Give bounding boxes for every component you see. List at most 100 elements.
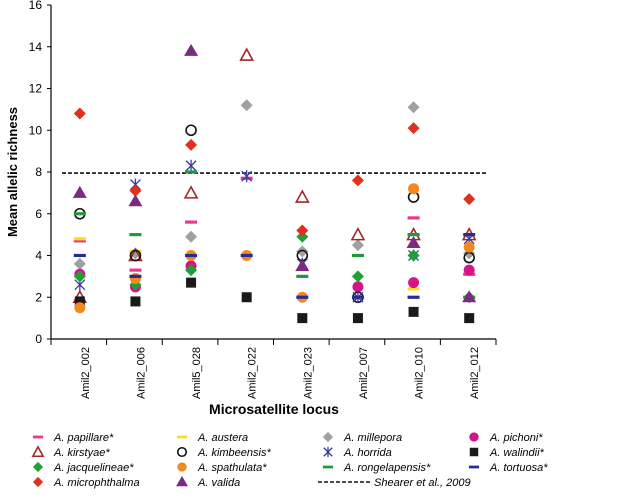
legend-item: A. pichoni* (469, 432, 543, 444)
legend-item: A. kirstyae* (31, 445, 110, 459)
data-point (352, 313, 363, 324)
data-point (186, 277, 197, 288)
data-point (351, 295, 364, 299)
y-tick-label: 0 (35, 332, 42, 346)
data-point (74, 296, 85, 307)
legend-item: A. papillare* (32, 432, 114, 444)
y-tick-label: 10 (29, 123, 43, 137)
x-tick-label: Amil2_006 (135, 347, 147, 399)
data-point (408, 306, 419, 317)
legend-item: A. tortuosa* (468, 462, 548, 474)
data-point (351, 270, 364, 283)
data-point (185, 124, 197, 137)
legend-item: A. valida (176, 476, 240, 489)
x-tick-label: Amil2_007 (358, 347, 370, 399)
data-point (73, 239, 86, 243)
data-point (241, 170, 253, 183)
series-a-microphthalma (73, 107, 476, 237)
legend-label: A. papillare* (53, 432, 114, 444)
data-point (129, 184, 142, 197)
legend-item: A. horrida (323, 446, 392, 459)
legend-label: A. jacquelineae* (53, 462, 134, 474)
data-point (73, 237, 86, 241)
data-point (462, 290, 477, 303)
data-point (350, 226, 366, 241)
legend-label: A. spathulata* (197, 462, 267, 474)
legend-item: A. millepora (322, 431, 402, 444)
data-point (185, 170, 198, 174)
legend-label: A. pichoni* (489, 432, 543, 444)
series-a-austera (73, 237, 420, 291)
data-point (130, 296, 141, 307)
x-tick-label: Amil2_010 (414, 347, 426, 399)
data-point (185, 220, 198, 224)
data-point (294, 189, 310, 203)
x-tick-label: Amil5_028 (191, 347, 203, 399)
data-point (408, 277, 420, 289)
series-a-valida (72, 43, 477, 303)
data-point (296, 224, 309, 237)
data-point (297, 313, 308, 324)
legend-label: Shearer et al., 2009 (374, 477, 471, 489)
y-tick-label: 12 (29, 82, 43, 96)
legend-label: A. microphthalma (53, 477, 140, 489)
data-point (407, 216, 420, 220)
legend-item: A. spathulata* (177, 462, 267, 474)
data-point (463, 233, 476, 237)
data-point (73, 107, 86, 120)
series-a-walindii (74, 277, 475, 324)
legend-label: A. tortuosa* (489, 462, 548, 474)
data-point (185, 138, 198, 151)
data-point (463, 241, 475, 253)
legend-item: A. austera (176, 432, 248, 444)
data-point (129, 274, 142, 278)
data-point (73, 212, 86, 216)
data-point (296, 230, 309, 243)
x-tick-label: Amil2_012 (469, 347, 481, 399)
data-point (408, 183, 420, 195)
data-point (296, 274, 309, 278)
legend-item: A. kimbeensis* (176, 446, 271, 459)
data-point (295, 258, 310, 271)
y-tick-label: 6 (35, 207, 42, 221)
data-point (352, 281, 364, 293)
data-point (463, 264, 475, 276)
data-point (73, 253, 86, 258)
data-point (185, 159, 197, 172)
legend-label: A. kirstyae* (53, 447, 110, 459)
data-point (185, 253, 198, 258)
legend-label: A. kimbeensis* (197, 447, 271, 459)
data-point (184, 43, 199, 56)
legend-item: A. jacquelineae* (32, 461, 134, 474)
data-point (296, 295, 309, 299)
data-point (351, 253, 364, 258)
data-point (128, 194, 143, 207)
x-tick-label: Amil2_002 (80, 347, 92, 399)
data-point (239, 47, 255, 61)
legend-label: A. austera (197, 432, 248, 444)
data-point (240, 253, 253, 258)
data-point (464, 313, 475, 324)
data-point (296, 245, 309, 258)
data-point (407, 101, 420, 114)
data-point (185, 230, 198, 243)
y-tick-label: 2 (35, 290, 42, 304)
data-point (241, 292, 252, 303)
y-tick-label: 16 (29, 0, 43, 12)
data-point (463, 193, 476, 206)
x-axis-label: Microsatellite locus (209, 401, 339, 417)
data-point (407, 287, 420, 291)
legend-item: Shearer et al., 2009 (318, 477, 471, 489)
legend-item: A. walindii* (469, 447, 545, 459)
data-point (351, 239, 364, 252)
y-axis-label: Mean allelic richness (5, 107, 20, 237)
data-point (129, 233, 142, 237)
legend-label: A. valida (197, 477, 240, 489)
data-point (129, 268, 142, 272)
y-tick-label: 14 (29, 40, 43, 54)
data-point (407, 233, 420, 237)
y-tick-label: 8 (35, 165, 42, 179)
data-point (73, 270, 86, 283)
